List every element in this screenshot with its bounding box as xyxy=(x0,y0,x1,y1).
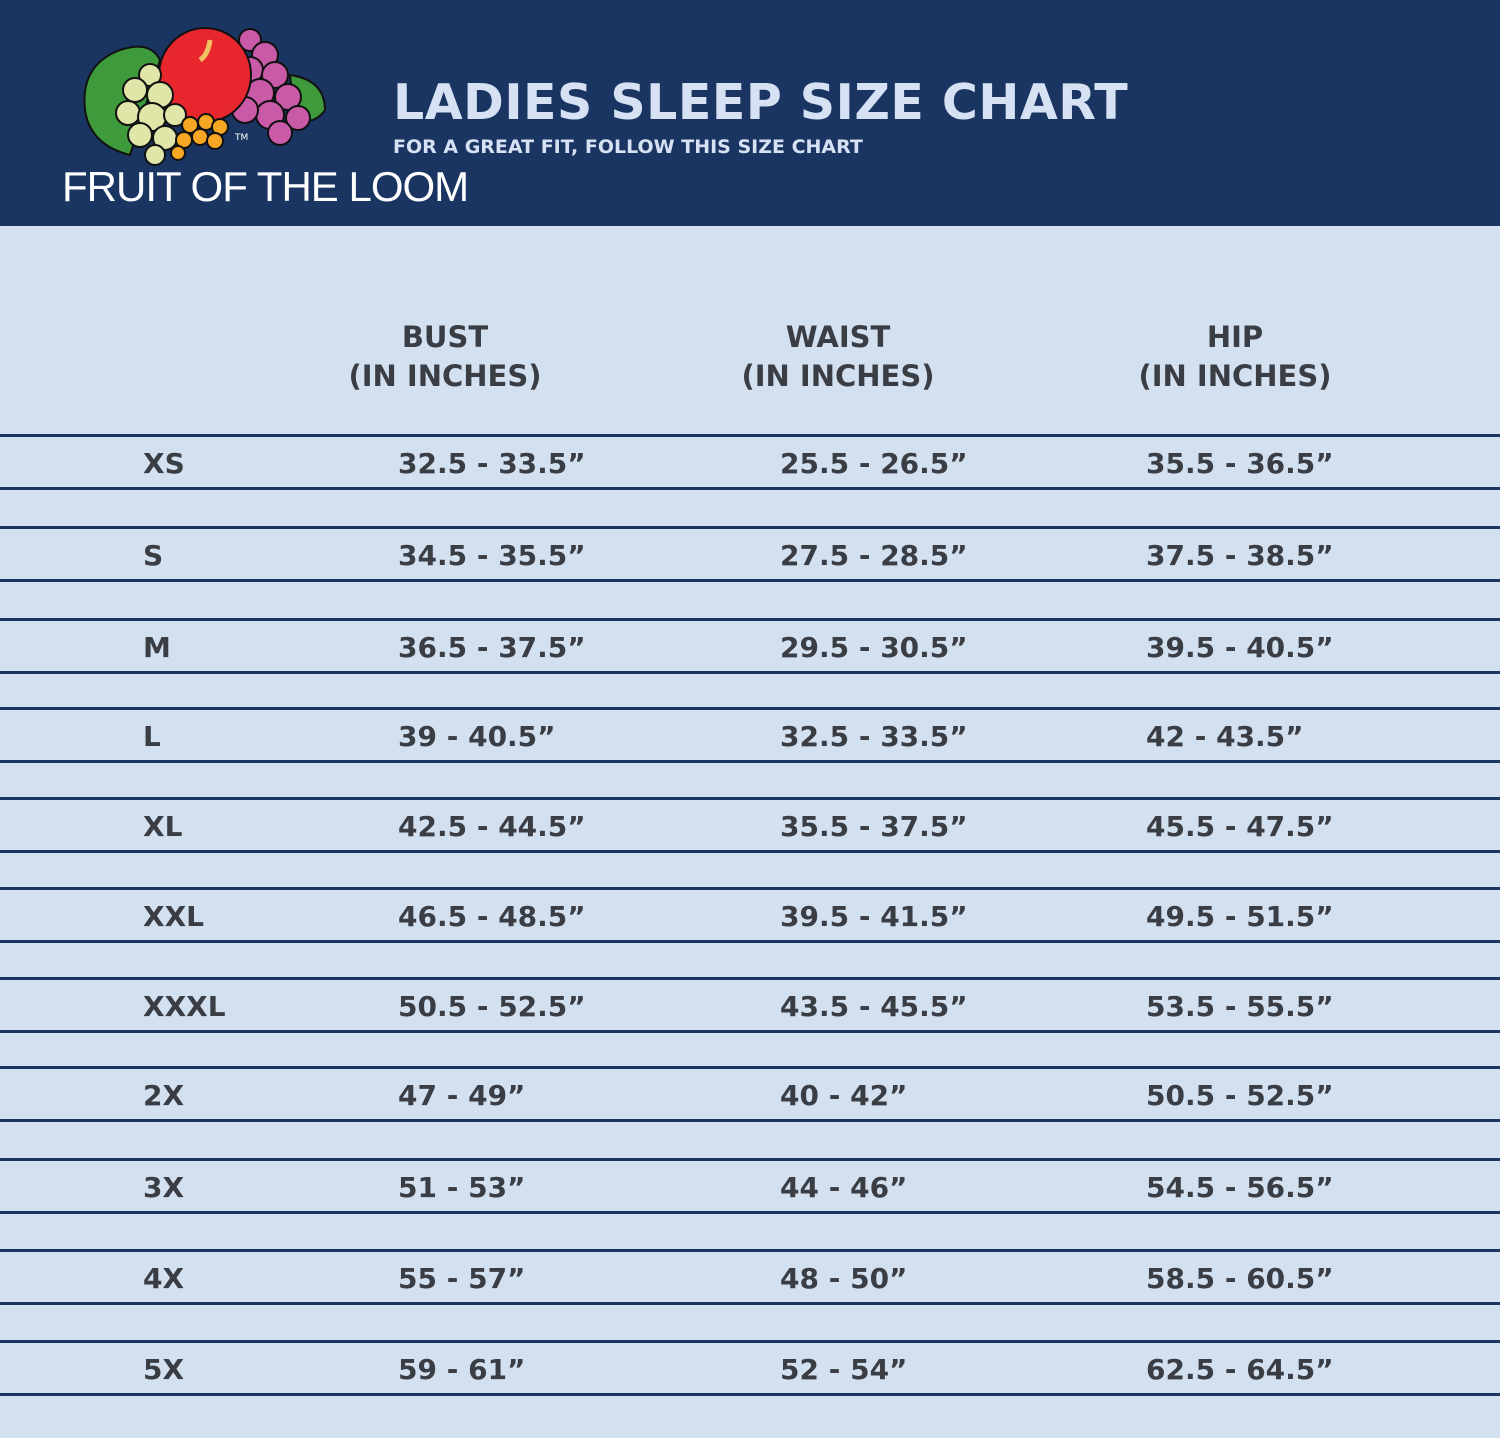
table-row: XXL 46.5 - 48.5” 39.5 - 41.5” 49.5 - 51.5” xyxy=(0,887,1500,943)
table-row: 5X 59 - 61” 52 - 54” 62.5 - 64.5” xyxy=(0,1340,1500,1396)
column-header-waist: WAIST (IN INCHES) xyxy=(741,320,935,393)
cell-waist: 48 - 50” xyxy=(780,1262,908,1295)
cell-waist: 52 - 54” xyxy=(780,1353,908,1386)
cell-size: 4X xyxy=(143,1262,185,1295)
table-row: XXXL 50.5 - 52.5” 43.5 - 45.5” 53.5 - 55.5” xyxy=(0,977,1500,1033)
cell-bust: 39 - 40.5” xyxy=(398,720,556,753)
cell-bust: 46.5 - 48.5” xyxy=(398,900,586,933)
cell-waist: 27.5 - 28.5” xyxy=(780,539,968,572)
cell-bust: 55 - 57” xyxy=(398,1262,526,1295)
cell-hip: 50.5 - 52.5” xyxy=(1146,1079,1334,1112)
cell-hip: 39.5 - 40.5” xyxy=(1146,631,1334,664)
cell-hip: 54.5 - 56.5” xyxy=(1146,1171,1334,1204)
table-row: XS 32.5 - 33.5” 25.5 - 26.5” 35.5 - 36.5” xyxy=(0,434,1500,490)
cell-size: 2X xyxy=(143,1079,185,1112)
cell-hip: 58.5 - 60.5” xyxy=(1146,1262,1334,1295)
cell-size: XXXL xyxy=(143,990,226,1023)
svg-text:TM: TM xyxy=(234,133,248,143)
cell-bust: 42.5 - 44.5” xyxy=(398,810,586,843)
cell-size: XL xyxy=(143,810,183,843)
cell-bust: 51 - 53” xyxy=(398,1171,526,1204)
cell-size: S xyxy=(143,539,164,572)
cell-size: M xyxy=(143,631,171,664)
cell-bust: 32.5 - 33.5” xyxy=(398,447,586,480)
table-row: L 39 - 40.5” 32.5 - 33.5” 42 - 43.5” xyxy=(0,707,1500,763)
cell-hip: 42 - 43.5” xyxy=(1146,720,1304,753)
cell-waist: 44 - 46” xyxy=(780,1171,908,1204)
cell-hip: 53.5 - 55.5” xyxy=(1146,990,1334,1023)
table-row: M 36.5 - 37.5” 29.5 - 30.5” 39.5 - 40.5” xyxy=(0,618,1500,674)
column-header-hip: HIP (IN INCHES) xyxy=(1138,320,1332,393)
table-row: S 34.5 - 35.5” 27.5 - 28.5” 37.5 - 38.5” xyxy=(0,526,1500,582)
cell-size: L xyxy=(143,720,161,753)
cell-hip: 49.5 - 51.5” xyxy=(1146,900,1334,933)
cell-bust: 50.5 - 52.5” xyxy=(398,990,586,1023)
cell-waist: 39.5 - 41.5” xyxy=(780,900,968,933)
table-row: 4X 55 - 57” 48 - 50” 58.5 - 60.5” xyxy=(0,1249,1500,1305)
page-subtitle: FOR A GREAT FIT, FOLLOW THIS SIZE CHART xyxy=(393,136,863,158)
cell-size: 3X xyxy=(143,1171,185,1204)
cell-bust: 34.5 - 35.5” xyxy=(398,539,586,572)
table-row: XL 42.5 - 44.5” 35.5 - 37.5” 45.5 - 47.5” xyxy=(0,797,1500,853)
cell-waist: 40 - 42” xyxy=(780,1079,908,1112)
cell-bust: 36.5 - 37.5” xyxy=(398,631,586,664)
cell-waist: 25.5 - 26.5” xyxy=(780,447,968,480)
cell-bust: 47 - 49” xyxy=(398,1079,526,1112)
table-row: 3X 51 - 53” 44 - 46” 54.5 - 56.5” xyxy=(0,1158,1500,1214)
cell-waist: 35.5 - 37.5” xyxy=(780,810,968,843)
cell-hip: 35.5 - 36.5” xyxy=(1146,447,1334,480)
table-row: 2X 47 - 49” 40 - 42” 50.5 - 52.5” xyxy=(0,1066,1500,1122)
cell-waist: 32.5 - 33.5” xyxy=(780,720,968,753)
brand-wordmark: FRUIT OF THE LOOM xyxy=(62,163,469,210)
cell-hip: 37.5 - 38.5” xyxy=(1146,539,1334,572)
header-banner: TM FRUIT OF THE LOOM LADIES SLEEP SIZE C… xyxy=(0,0,1500,226)
cell-waist: 43.5 - 45.5” xyxy=(780,990,968,1023)
cell-hip: 62.5 - 64.5” xyxy=(1146,1353,1334,1386)
cell-bust: 59 - 61” xyxy=(398,1353,526,1386)
cell-waist: 29.5 - 30.5” xyxy=(780,631,968,664)
cell-size: 5X xyxy=(143,1353,185,1386)
fruit-of-the-loom-logo-icon: TM xyxy=(83,27,327,166)
column-header-bust: BUST (IN INCHES) xyxy=(348,320,542,393)
cell-size: XS xyxy=(143,447,185,480)
page-title: LADIES SLEEP SIZE CHART xyxy=(393,74,1129,131)
cell-hip: 45.5 - 47.5” xyxy=(1146,810,1334,843)
cell-size: XXL xyxy=(143,900,205,933)
